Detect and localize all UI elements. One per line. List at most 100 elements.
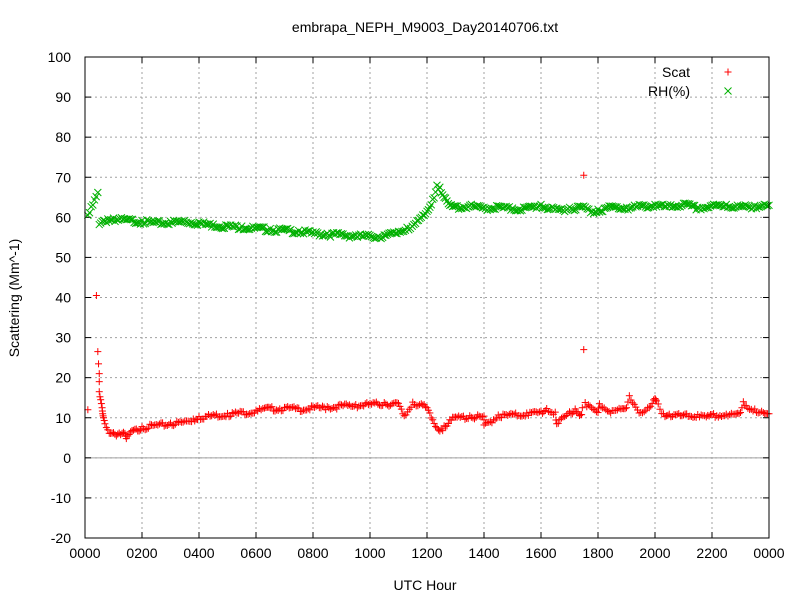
scat-point <box>584 401 592 409</box>
scat-point <box>613 406 621 414</box>
scat-point <box>326 405 334 413</box>
scat-point <box>668 412 676 420</box>
scat-point <box>259 404 267 412</box>
scat-point <box>97 400 105 408</box>
x-tick-label: 1800 <box>582 545 613 561</box>
scat-point <box>510 410 518 418</box>
rh-point <box>250 224 259 232</box>
chart-title: embrapa_NEPH_M9003_Day20140706.txt <box>292 19 558 35</box>
rh-point <box>401 226 410 235</box>
scat-point <box>764 410 772 418</box>
scat-point <box>661 413 669 421</box>
y-tick-label: 20 <box>55 370 71 386</box>
scat-point <box>586 402 594 410</box>
legend-marker-rh-glyph <box>724 87 732 95</box>
rh-point <box>761 201 770 209</box>
rh-point <box>575 202 583 211</box>
scat-point <box>629 399 637 407</box>
rh-point <box>364 230 373 239</box>
scat-point <box>94 348 102 356</box>
scat-point <box>118 429 126 437</box>
scat-point <box>135 427 143 435</box>
rh-point <box>488 204 496 213</box>
tick-labels: 0000 0200 0400 0600 0800 1000 1200 1400 1600 1800… <box>48 49 785 561</box>
scat-point <box>550 410 558 418</box>
x-tick-label: 0400 <box>183 545 214 561</box>
scat-point <box>244 410 252 418</box>
scat-point <box>388 400 396 408</box>
rh-point <box>595 208 604 216</box>
scat-point <box>744 404 752 412</box>
y-tick-label: 50 <box>55 249 71 265</box>
scat-point <box>312 402 320 410</box>
scat-point <box>692 413 700 421</box>
scat-point <box>306 406 314 414</box>
scat-point <box>402 411 410 419</box>
scat-point <box>658 410 666 418</box>
rh-point <box>714 200 723 209</box>
scat-point <box>469 414 477 422</box>
scat-point <box>702 413 710 421</box>
scat-point <box>143 425 151 433</box>
y-tick-label: -10 <box>51 490 71 506</box>
scat-point <box>95 388 103 396</box>
rh-point <box>554 205 563 214</box>
rh-point <box>163 220 172 228</box>
rh-point <box>231 221 240 230</box>
rh-point <box>503 203 512 212</box>
rh-point <box>149 218 157 227</box>
scat-point <box>704 411 712 419</box>
scat-point <box>427 414 435 422</box>
y-tick-label: 0 <box>63 450 71 466</box>
scat-point <box>344 401 352 409</box>
rh-point <box>385 229 393 238</box>
scat-point <box>191 417 199 425</box>
legend-label-scat: Scat <box>662 64 690 80</box>
legend-marker-rh <box>724 87 732 95</box>
rh-point <box>427 200 436 209</box>
scat-point <box>672 411 680 419</box>
x-tick-label: 1400 <box>468 545 499 561</box>
scat-point <box>605 408 613 416</box>
scat-point <box>108 429 116 437</box>
scat-point <box>528 409 535 417</box>
rh-point <box>157 220 165 229</box>
rh-point <box>549 203 558 212</box>
scat-point <box>92 291 100 299</box>
y-tick-label: 30 <box>55 330 71 346</box>
scat-point <box>729 410 737 418</box>
scat-point <box>257 406 265 414</box>
scat-point <box>697 411 705 419</box>
scat-point <box>144 424 152 432</box>
scat-point <box>231 408 239 416</box>
scat-point <box>397 405 405 413</box>
x-tick-label: 0000 <box>69 545 100 561</box>
scat-point <box>578 411 586 419</box>
rh-point <box>336 230 344 239</box>
scat-point <box>414 402 422 410</box>
scat-point <box>160 422 168 430</box>
scat-point <box>334 401 342 409</box>
y-tick-label: 100 <box>48 49 72 65</box>
scat-point <box>225 413 233 421</box>
scat-point <box>129 426 137 434</box>
rh-point <box>347 232 355 241</box>
scat-point <box>464 415 472 423</box>
rh-point <box>527 202 536 211</box>
scat-point <box>680 411 687 419</box>
scat-point <box>602 406 610 414</box>
rh-point <box>321 231 330 239</box>
rh-point <box>444 199 453 208</box>
scat-point <box>95 370 103 378</box>
scat-point <box>124 432 132 440</box>
x-tick-label: 0200 <box>126 545 157 561</box>
scat-point <box>422 403 430 411</box>
rh-point <box>369 233 378 242</box>
scat-point <box>482 419 490 427</box>
scat-point <box>333 405 341 413</box>
rh-point <box>646 202 655 211</box>
scat-point <box>557 414 565 422</box>
rh-point <box>538 203 547 212</box>
